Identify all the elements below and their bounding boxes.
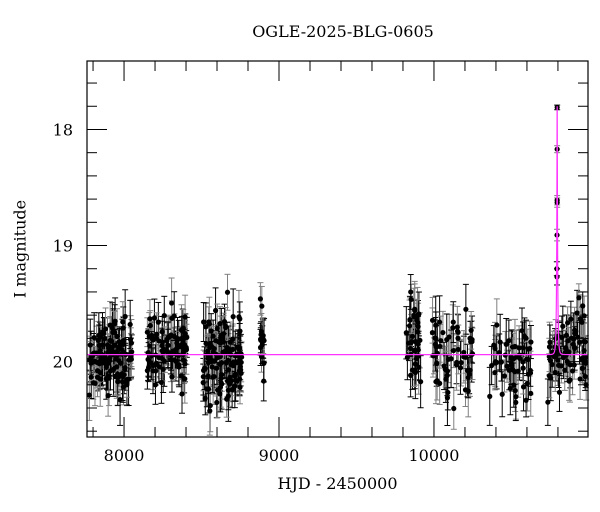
x-tick-label: 10000 (409, 446, 460, 465)
y-tick-label: 20 (53, 353, 73, 372)
axis-tick-labels: 8000 9000 10000 18 19 20 (53, 120, 460, 465)
plot-frame (86, 60, 589, 438)
axis-ticks (87, 61, 588, 437)
y-tick-label: 19 (53, 237, 73, 256)
model-curve (87, 106, 588, 356)
x-axis-label: HJD - 2450000 (277, 474, 398, 493)
data-points (86, 104, 589, 414)
y-tick-label: 18 (53, 120, 73, 139)
chart-title: OGLE-2025-BLG-0605 (252, 22, 434, 41)
x-tick-label: 8000 (104, 446, 145, 465)
x-tick-label: 9000 (259, 446, 300, 465)
